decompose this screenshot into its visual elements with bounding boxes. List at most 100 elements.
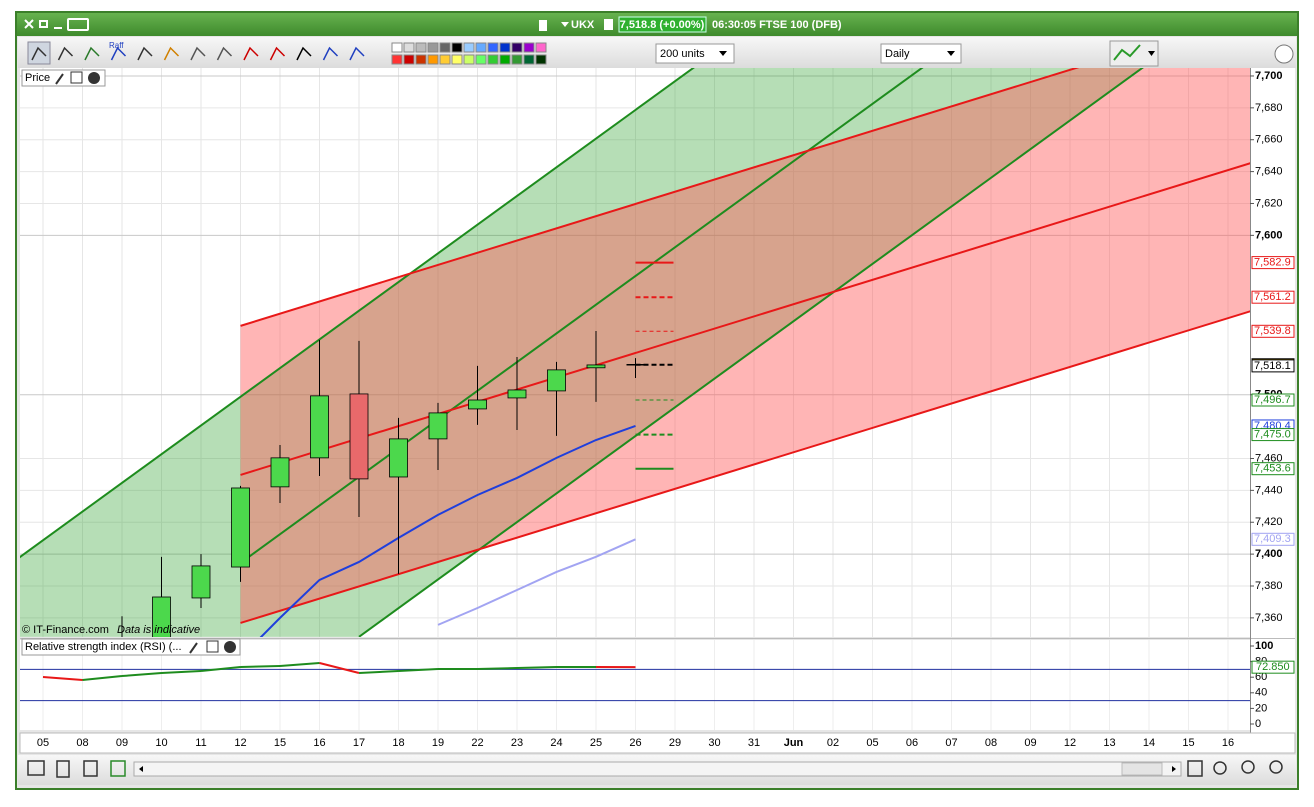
tool-icon	[243, 46, 259, 61]
color-swatch[interactable]	[475, 42, 487, 53]
x-tick-label: 23	[511, 737, 523, 749]
candle-body	[152, 596, 171, 637]
color-swatch[interactable]	[487, 42, 499, 53]
layout-icon[interactable]	[110, 760, 126, 777]
candle-body	[428, 412, 448, 440]
rsi-panel-title: Relative strength index (RSI) (...	[25, 641, 182, 653]
interval-arrow[interactable]	[947, 51, 955, 56]
title-icons	[539, 19, 613, 31]
rsi-segment	[398, 668, 439, 673]
rsi-close-button[interactable]	[224, 641, 236, 653]
color-swatch[interactable]	[475, 54, 487, 65]
rsi-maximize-button[interactable]	[206, 640, 219, 653]
rsi-segment	[319, 662, 360, 674]
color-swatch[interactable]	[403, 42, 415, 53]
color-swatch[interactable]	[535, 54, 547, 65]
color-swatch[interactable]	[391, 42, 403, 53]
raff-label[interactable]: Raff	[109, 41, 124, 50]
scrollbar[interactable]	[133, 761, 1182, 777]
y-tick-label: 7,380	[1255, 580, 1283, 592]
info-icon[interactable]	[604, 19, 613, 30]
tool-icon	[137, 46, 153, 61]
keyboard-button[interactable]	[67, 18, 89, 31]
price-label-box	[1251, 359, 1295, 373]
color-swatch[interactable]	[439, 54, 451, 65]
x-tick-label: 29	[669, 737, 681, 749]
color-swatch[interactable]	[427, 42, 439, 53]
color-swatch[interactable]	[415, 54, 427, 65]
close-panel-button[interactable]	[88, 72, 100, 84]
color-swatch[interactable]	[511, 42, 523, 53]
report-icon[interactable]	[83, 760, 98, 777]
color-swatch[interactable]	[535, 42, 547, 53]
rsi-segment	[121, 671, 162, 678]
color-swatch[interactable]	[451, 42, 463, 53]
refresh-button[interactable]	[1274, 44, 1294, 64]
tool-icon	[163, 46, 180, 61]
color-swatch[interactable]	[499, 54, 511, 65]
rsi-tick-label: 100	[1255, 640, 1273, 652]
interval-select[interactable]	[880, 43, 962, 64]
channel-line	[358, 68, 1144, 637]
color-swatch[interactable]	[523, 42, 535, 53]
rsi-panel-header	[21, 638, 241, 656]
tool-icon	[110, 46, 127, 61]
units-value[interactable]: 200 units	[660, 48, 705, 60]
pan-icon[interactable]	[1187, 760, 1203, 777]
color-swatch[interactable]	[415, 42, 427, 53]
units-select[interactable]	[655, 43, 735, 64]
x-tick-label: 16	[313, 737, 325, 749]
maximize-button[interactable]	[70, 71, 83, 84]
data-icon[interactable]	[56, 760, 70, 778]
indicator-arrow[interactable]	[1148, 51, 1155, 56]
close-button[interactable]	[24, 19, 34, 29]
dropdown-arrow[interactable]	[561, 22, 569, 27]
zoom-in-icon[interactable]	[1269, 760, 1283, 774]
settings-button[interactable]	[55, 73, 64, 85]
window-controls[interactable]	[24, 18, 89, 31]
candle-body	[270, 457, 290, 488]
rsi-segment	[82, 675, 123, 682]
tool-button[interactable]	[27, 41, 51, 65]
color-swatch[interactable]	[523, 54, 535, 65]
chart-icon[interactable]	[27, 760, 45, 776]
zoom-out-icon[interactable]	[1241, 760, 1255, 774]
x-tick-label: 11	[195, 737, 206, 749]
y-tick-label: 7,660	[1255, 134, 1283, 146]
tool-icon	[296, 46, 312, 61]
x-tick-label: 18	[392, 737, 404, 749]
tool-icon	[322, 46, 339, 61]
rsi-segment	[477, 666, 518, 671]
color-swatch[interactable]	[499, 42, 511, 53]
tool-icon	[190, 46, 206, 61]
tool-icons	[27, 41, 547, 65]
rsi-settings-button[interactable]	[189, 642, 198, 654]
rsi-series	[20, 640, 1250, 730]
color-swatch[interactable]	[451, 54, 463, 65]
x-tick-label: 09	[1024, 737, 1036, 749]
color-swatch[interactable]	[403, 54, 415, 65]
y-tick-label: 7,400	[1255, 548, 1283, 560]
price-label: 7,453.6	[1254, 463, 1291, 475]
color-swatch[interactable]	[511, 54, 523, 65]
color-swatch[interactable]	[439, 42, 451, 53]
price-label: 7,496.7	[1254, 394, 1291, 406]
color-swatch[interactable]	[463, 42, 475, 53]
rsi-segment	[200, 665, 241, 673]
color-swatch[interactable]	[391, 54, 403, 65]
rsi-segment	[161, 670, 202, 674]
zoom-fit-icon[interactable]	[1213, 761, 1227, 775]
price-panel-header	[21, 69, 106, 87]
interval-value: Daily	[885, 48, 910, 60]
phone-icon[interactable]	[539, 20, 547, 31]
moving-average	[259, 425, 636, 637]
color-swatch[interactable]	[463, 54, 475, 65]
rsi-tick-label: 0	[1255, 718, 1261, 730]
candle-body	[547, 369, 566, 392]
restore-button[interactable]	[39, 20, 48, 28]
units-arrow[interactable]	[719, 51, 727, 56]
channel-fill	[240, 68, 1250, 623]
color-swatch[interactable]	[487, 54, 499, 65]
color-swatch[interactable]	[427, 54, 439, 65]
scroll-thumb[interactable]	[1121, 762, 1163, 776]
